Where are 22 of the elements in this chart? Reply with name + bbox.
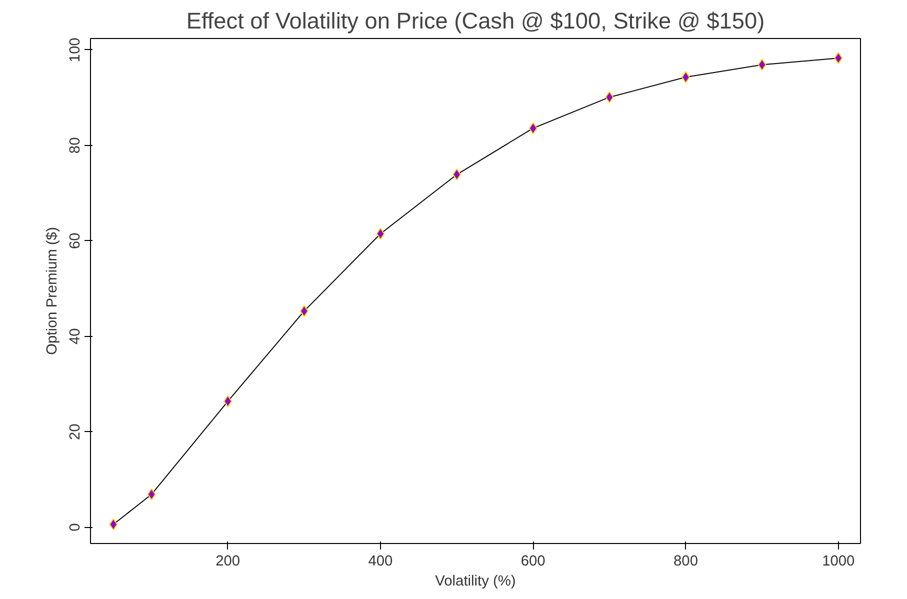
point xyxy=(758,58,766,71)
y-tick-label: 80 xyxy=(68,137,84,154)
y-axis-title: Option Premium ($) xyxy=(44,227,60,355)
point xyxy=(376,228,385,240)
y-tick-label: 60 xyxy=(68,232,84,250)
x-tick-label: 1000 xyxy=(822,554,855,570)
chart-title: Effect of Volatility on Price (Cash @ $100, Strike @ $150) xyxy=(186,8,765,34)
x-tick-label: 200 xyxy=(216,554,240,570)
y-tick-label: 40 xyxy=(68,328,84,344)
x-axis-title: Volatility (%) xyxy=(435,574,516,590)
point xyxy=(834,52,843,64)
point xyxy=(224,395,232,408)
x-tick-label: 600 xyxy=(520,554,546,570)
y-tick-label: 20 xyxy=(68,424,84,440)
x-tick-label: 400 xyxy=(368,554,393,570)
y-tick-label: 100 xyxy=(68,38,84,62)
x-tick-label: 800 xyxy=(674,554,698,570)
point xyxy=(528,122,538,134)
point xyxy=(605,91,614,104)
point xyxy=(109,518,118,530)
y-tick-label: 0 xyxy=(68,523,84,532)
point xyxy=(147,488,156,500)
